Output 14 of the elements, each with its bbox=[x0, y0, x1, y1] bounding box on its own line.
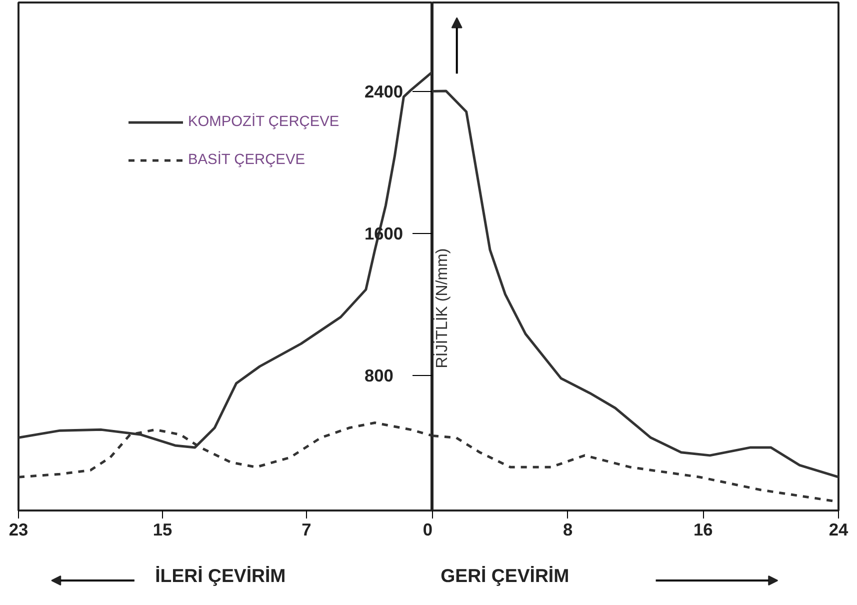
text: GERİ ÇEVİRİM bbox=[440, 565, 570, 586]
x-tick-label: 23 bbox=[8, 520, 28, 540]
legend-label: KOMPOZİT ÇERÇEVE bbox=[188, 114, 340, 130]
text: İLERİ ÇEVİRİM bbox=[155, 565, 286, 586]
x-tick-label: 8 bbox=[563, 520, 574, 540]
x-tick-label: 7 bbox=[302, 520, 312, 540]
x-tick-label: 0 bbox=[422, 520, 433, 540]
x-tick-label: 15 bbox=[152, 520, 172, 540]
x-tick-label: 16 bbox=[694, 520, 714, 540]
legend-label: BASİT ÇERÇEVE bbox=[188, 152, 306, 168]
y-tick-label: 2400 bbox=[364, 81, 404, 102]
y-tick-label: 800 bbox=[364, 366, 394, 386]
x-tick-label: 24 bbox=[828, 520, 848, 540]
y-axis-title: RİJİTLİK (N/mm) bbox=[432, 248, 451, 368]
